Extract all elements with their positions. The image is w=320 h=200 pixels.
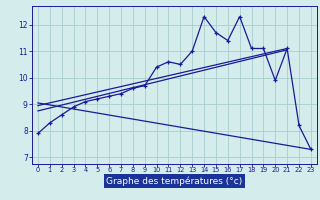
X-axis label: Graphe des températures (°c): Graphe des températures (°c) [106,176,243,186]
